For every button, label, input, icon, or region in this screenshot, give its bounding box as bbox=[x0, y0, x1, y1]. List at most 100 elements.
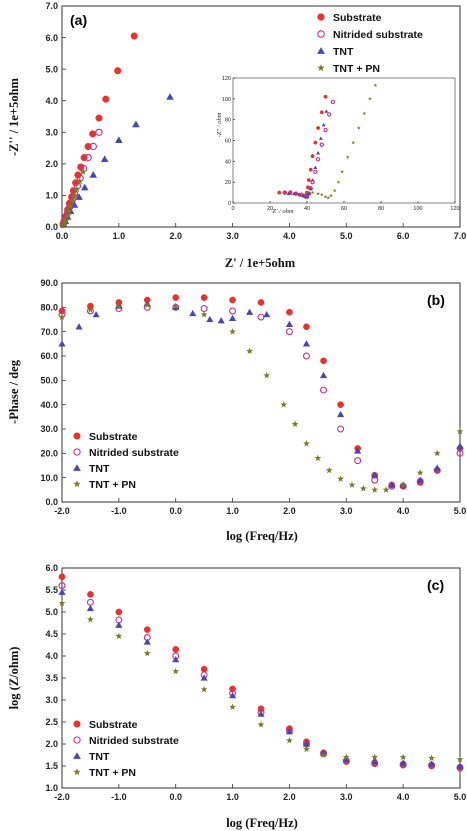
inset-point-tnt-pn bbox=[345, 155, 350, 159]
x-tick-label: 1.0 bbox=[113, 231, 126, 241]
point-tnt-pn bbox=[371, 753, 379, 761]
point-substrate bbox=[172, 294, 180, 301]
legend-marker-tnt bbox=[317, 47, 325, 54]
legend-marker-tnt-pn bbox=[73, 768, 81, 776]
point-tnt bbox=[428, 760, 436, 767]
inset-point-substrate bbox=[323, 94, 328, 99]
point-tnt-pn bbox=[115, 632, 123, 640]
y-tick-label: 30.0 bbox=[40, 424, 58, 434]
point-substrate bbox=[89, 130, 97, 138]
point-tnt bbox=[285, 728, 293, 735]
point-substrate bbox=[200, 665, 208, 673]
point-tnt-pn bbox=[60, 219, 68, 227]
inset-x-axis-label: Z' / ohm bbox=[272, 208, 294, 215]
legend-label-substrate: Substrate bbox=[89, 431, 138, 443]
point-tnt bbox=[92, 311, 100, 318]
point-tnt bbox=[217, 317, 225, 324]
point-tnt-pn bbox=[70, 191, 79, 199]
inset-point-tnt bbox=[297, 192, 302, 197]
inset-point-tnt-pn bbox=[373, 83, 378, 87]
inset-point-tnt-pn bbox=[336, 180, 341, 184]
point-tnt-pn bbox=[172, 302, 180, 309]
point-tnt bbox=[433, 464, 441, 471]
point-tnt-pn bbox=[143, 301, 151, 308]
y-tick-label: 4.5 bbox=[45, 629, 58, 639]
inset-point-nitrided-substrate bbox=[319, 142, 324, 147]
y-tick-label: 1.0 bbox=[45, 783, 58, 793]
y-tick-label: 90.0 bbox=[40, 278, 58, 288]
inset-x-tick-label: 60 bbox=[341, 206, 347, 212]
inset-point-substrate bbox=[277, 190, 282, 195]
point-tnt-pn bbox=[73, 185, 81, 193]
inset-point-tnt-pn bbox=[316, 191, 320, 196]
legend-marker-tnt bbox=[73, 752, 81, 759]
inset-point-nitrided-substrate bbox=[327, 112, 332, 117]
point-tnt-pn bbox=[229, 703, 236, 710]
legend-marker-substrate bbox=[73, 720, 81, 728]
x-tick-label: -2.0 bbox=[54, 506, 70, 516]
point-tnt-pn bbox=[58, 313, 66, 320]
point-tnt-pn bbox=[371, 486, 379, 493]
point-substrate bbox=[320, 357, 327, 365]
point-tnt bbox=[246, 308, 254, 315]
point-tnt bbox=[80, 183, 89, 191]
inset-point-nitrided-substrate bbox=[313, 169, 318, 174]
point-tnt bbox=[285, 320, 293, 328]
point-tnt bbox=[229, 692, 237, 699]
inset-point-substrate bbox=[306, 178, 311, 183]
inset-x-tick-label: 120 bbox=[450, 206, 459, 212]
legend-label-substrate: Substrate bbox=[89, 719, 138, 731]
series-tnt-pn bbox=[58, 599, 464, 763]
y-tick-label: 7.0 bbox=[45, 1, 58, 11]
legend-label-tnt: TNT bbox=[333, 46, 354, 58]
point-substrate bbox=[84, 142, 92, 151]
inset-y-tick-label: 20 bbox=[225, 180, 231, 186]
point-nitrided-substrate bbox=[84, 153, 92, 162]
point-tnt bbox=[206, 315, 214, 323]
y-tick-label: 2.0 bbox=[45, 159, 58, 169]
legend-marker-tnt-pn bbox=[73, 480, 81, 488]
x-tick-label: 1.0 bbox=[226, 792, 239, 802]
point-tnt bbox=[388, 481, 396, 488]
inset-point-tnt bbox=[292, 191, 297, 196]
point-tnt-pn bbox=[246, 347, 254, 355]
inset-point-tnt-pn bbox=[329, 193, 333, 198]
point-substrate bbox=[115, 608, 123, 616]
x-tick-label: 3.0 bbox=[340, 792, 353, 802]
point-tnt bbox=[132, 120, 140, 128]
y-axis-label: log (Z/ohm) bbox=[7, 647, 21, 710]
inset-point-tnt-pn bbox=[351, 140, 356, 145]
inset-y-tick-label: 80 bbox=[225, 118, 231, 124]
y-tick-label: 50.0 bbox=[40, 376, 58, 386]
point-tnt bbox=[58, 588, 66, 595]
point-tnt bbox=[257, 710, 265, 717]
series-tnt bbox=[59, 93, 174, 228]
plot-frame bbox=[61, 5, 461, 228]
x-tick-label: 0.0 bbox=[169, 792, 182, 802]
series-tnt bbox=[58, 588, 464, 769]
inset-point-tnt-pn bbox=[332, 188, 337, 193]
x-axis-label: Z' / 1e+5ohm bbox=[225, 256, 296, 270]
x-tick-label: 3.0 bbox=[226, 231, 239, 241]
point-tnt bbox=[302, 340, 311, 347]
point-tnt bbox=[89, 171, 98, 178]
y-tick-label: 2.5 bbox=[45, 717, 58, 727]
x-tick-label: 4.0 bbox=[397, 792, 410, 802]
point-tnt-pn bbox=[359, 485, 367, 492]
x-tick-label: -2.0 bbox=[54, 792, 70, 802]
point-tnt-pn bbox=[320, 751, 327, 758]
panel-label: (b) bbox=[427, 292, 445, 308]
point-nitrided-substrate bbox=[302, 352, 310, 360]
point-tnt-pn bbox=[172, 667, 180, 675]
point-tnt bbox=[86, 604, 94, 612]
point-tnt bbox=[143, 638, 151, 645]
point-tnt bbox=[354, 447, 362, 454]
x-tick-label: 7.0 bbox=[454, 231, 467, 241]
series-tnt-pn bbox=[59, 167, 87, 229]
point-tnt-pn bbox=[58, 599, 66, 607]
point-nitrided-substrate bbox=[354, 457, 362, 465]
inset-y-tick-label: 100 bbox=[222, 97, 231, 103]
inset-point-tnt bbox=[306, 191, 311, 196]
point-tnt-pn bbox=[61, 216, 70, 224]
point-tnt-pn bbox=[76, 177, 84, 185]
